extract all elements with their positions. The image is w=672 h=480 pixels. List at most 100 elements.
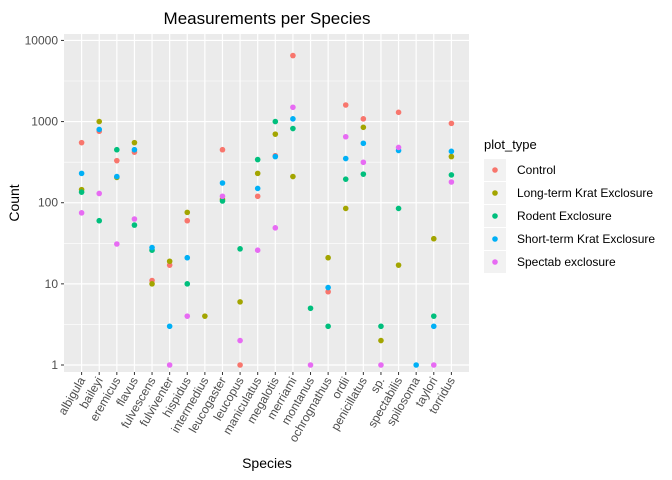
data-point: [219, 193, 226, 200]
data-point: [131, 216, 138, 222]
data-point: [219, 180, 226, 186]
data-point: [184, 281, 191, 287]
data-point: [272, 131, 279, 137]
data-point: [325, 284, 331, 291]
data-point: [78, 210, 85, 216]
chart-title: Measurements per Species: [164, 9, 371, 28]
data-point: [131, 139, 138, 146]
x-axis-title: Species: [242, 455, 292, 471]
data-point: [254, 185, 261, 192]
data-point: [237, 362, 243, 368]
data-point: [395, 205, 402, 212]
data-point: [395, 262, 402, 268]
data-point: [272, 118, 279, 125]
data-point: [325, 323, 331, 330]
data-point: [448, 120, 455, 127]
data-point: [131, 222, 138, 228]
y-axis: 1 10 100 1000 10000: [25, 33, 64, 372]
data-point: [254, 193, 261, 200]
data-point: [342, 102, 349, 108]
data-point: [290, 173, 296, 180]
data-point: [360, 171, 367, 177]
data-points: [78, 52, 455, 368]
data-point: [290, 125, 296, 132]
data-point: [149, 244, 155, 251]
data-point: [254, 156, 261, 163]
data-point: [290, 52, 296, 59]
data-point: [395, 109, 402, 116]
data-point: [360, 159, 367, 166]
legend-title: plot_type: [484, 137, 537, 152]
data-point: [430, 235, 437, 242]
data-point: [149, 281, 155, 287]
data-point: [166, 362, 173, 368]
legend-marker: [492, 213, 498, 219]
data-point: [184, 217, 191, 224]
data-point: [254, 247, 261, 253]
data-point: [96, 126, 103, 133]
data-point: [78, 170, 85, 177]
y-tick-label: 10: [45, 277, 59, 291]
legend: plot_type Control Long-term Krat Exclosur…: [484, 137, 655, 273]
y-tick-label: 10000: [25, 33, 59, 47]
data-point: [272, 153, 279, 160]
data-point: [131, 146, 138, 153]
data-point: [96, 217, 103, 224]
data-point: [325, 254, 331, 261]
data-point: [307, 305, 314, 312]
data-point: [413, 362, 419, 368]
data-point: [378, 362, 384, 368]
data-point: [430, 313, 437, 319]
data-point: [378, 323, 384, 330]
y-tick-label: 1000: [31, 115, 58, 129]
data-point: [342, 205, 349, 212]
legend-marker: [492, 167, 498, 173]
data-point: [430, 323, 437, 330]
legend-label: Short-term Krat Exclosure: [517, 232, 655, 246]
data-point: [96, 118, 103, 125]
data-point: [114, 241, 120, 247]
data-point: [114, 146, 120, 153]
data-point: [430, 362, 437, 368]
data-point: [325, 288, 331, 295]
data-point: [360, 116, 367, 122]
data-point: [219, 146, 226, 153]
data-point: [166, 262, 173, 268]
data-point: [342, 176, 349, 182]
legend-label: Long-term Krat Exclosure: [517, 186, 653, 200]
data-point: [219, 198, 226, 204]
data-point: [272, 225, 279, 231]
data-point: [360, 140, 367, 147]
legend-label: Control: [517, 163, 556, 177]
data-point: [342, 133, 349, 140]
legend-label: Rodent Exclosure: [517, 209, 612, 223]
data-point: [114, 157, 120, 164]
data-point: [114, 173, 120, 180]
legend-marker: [492, 190, 498, 196]
data-point: [360, 124, 367, 131]
data-point: [448, 179, 455, 185]
legend-marker: [492, 236, 498, 242]
data-point: [184, 254, 191, 261]
data-point: [395, 144, 402, 151]
data-point: [342, 155, 349, 162]
legend-label: Spectab exclosure: [517, 255, 616, 269]
x-tick-label: sp.: [367, 375, 387, 396]
data-point: [448, 153, 455, 160]
data-point: [78, 139, 85, 146]
legend-marker: [492, 259, 498, 265]
data-point: [448, 148, 455, 155]
y-axis-title: Count: [6, 184, 22, 221]
data-point: [448, 172, 455, 178]
data-point: [96, 190, 103, 197]
data-point: [237, 337, 243, 344]
data-point: [237, 246, 243, 252]
data-point: [237, 299, 243, 305]
data-point: [184, 313, 191, 319]
y-tick-label: 100: [38, 196, 58, 210]
data-point: [184, 209, 191, 216]
data-point: [290, 116, 296, 122]
data-point: [202, 313, 208, 319]
data-point: [254, 170, 261, 177]
